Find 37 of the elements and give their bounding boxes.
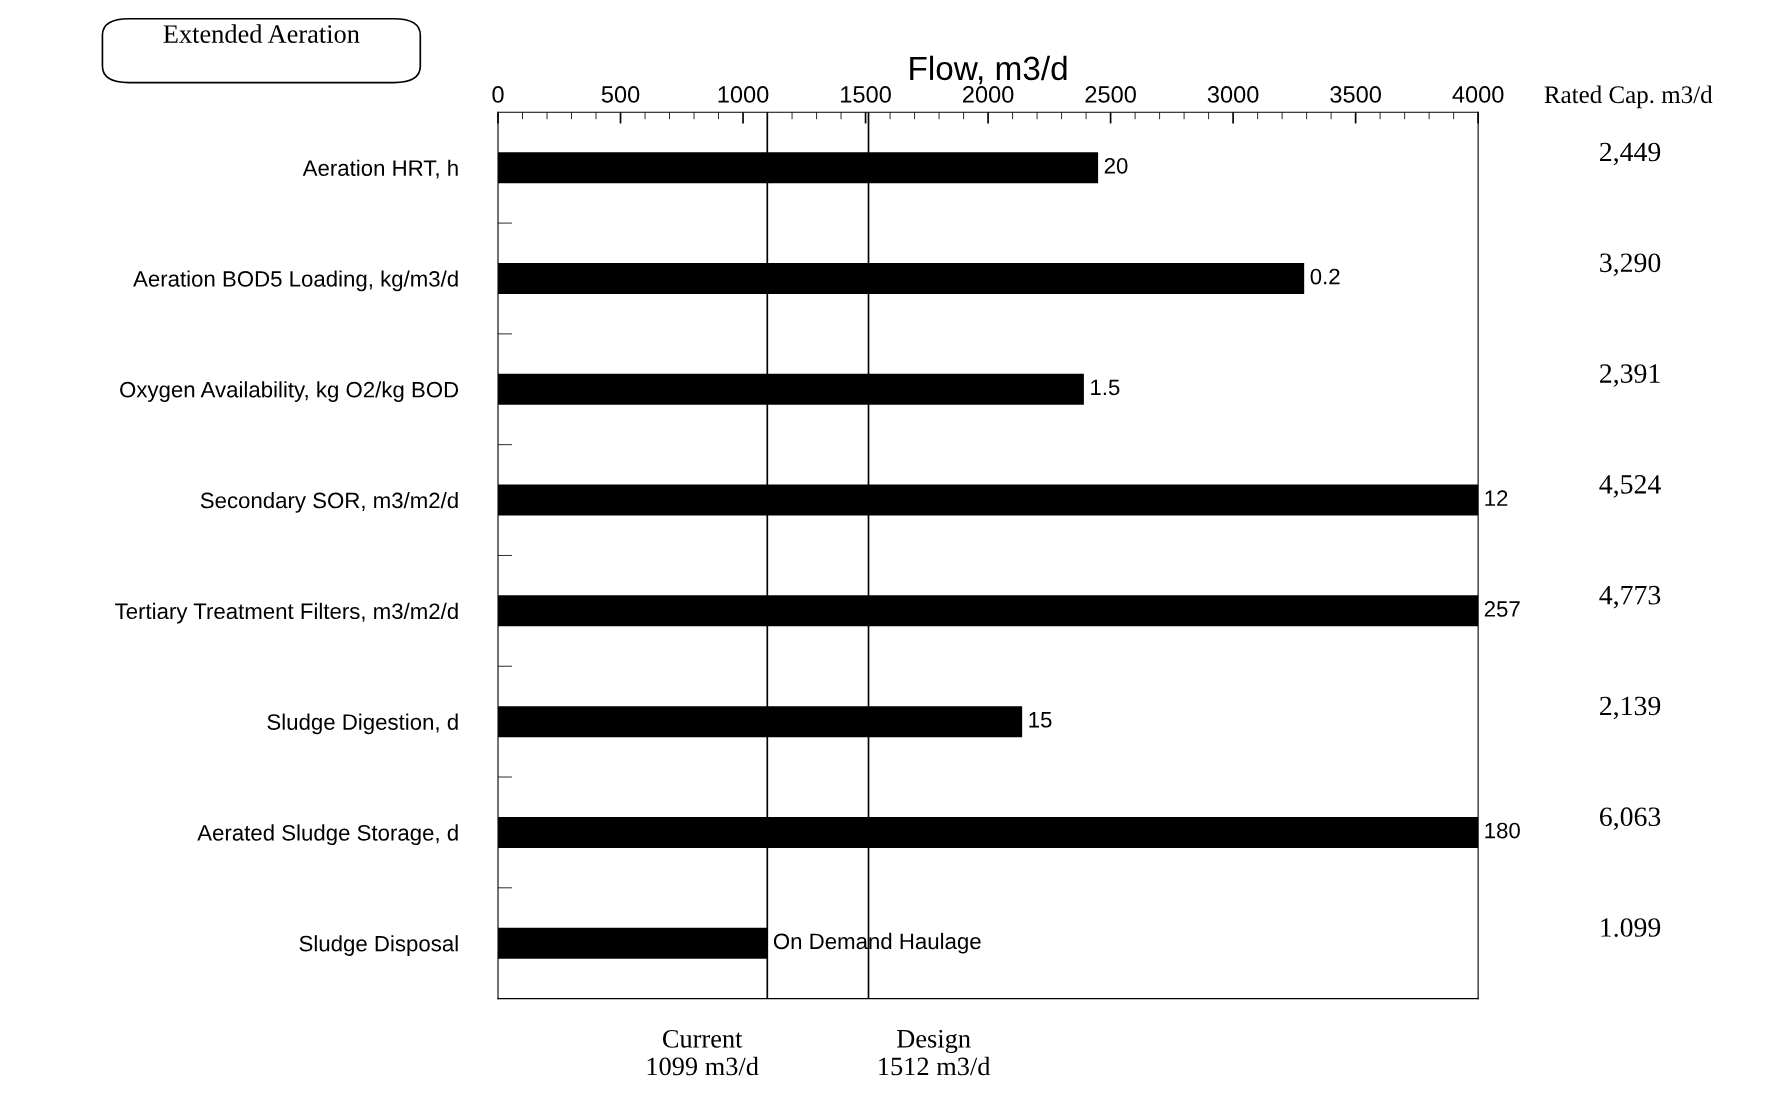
annotation: 0.2 [1310,268,1340,285]
ref-line-label: Design 1512 m3/d [879,1029,991,1076]
x-tick-label: 1500 [841,86,891,103]
text: 6,063 [1600,807,1661,831]
annotation: 20 [1104,157,1128,174]
text: 4,773 [1599,585,1661,609]
annotation: 257 [1484,601,1520,617]
text: 2,449 [1600,142,1661,166]
x-tick-label: 3500 [1330,86,1381,103]
x-axis-title: Flow, m3/d [910,55,1067,85]
text: Rated Cap. m3/d [1544,85,1713,109]
annotation: 180 [1485,822,1520,839]
y-tick-label: Tertiary Treatment Filters, m3/m2/d [115,602,458,624]
text: Extended Aeration [163,24,360,43]
y-tick-label: Sludge Disposal [299,935,458,956]
annotation: 12 [1485,490,1508,506]
x-tick-label: 0 [492,86,504,103]
x-tick-label: 4000 [1452,86,1504,103]
text: 2,139 [1600,696,1661,720]
y-tick-label: Aeration BOD5 Loading, kg/m3/d [133,270,458,292]
y-tick-label: Aeration HRT, h [302,159,458,179]
x-tick-label: 500 [601,86,640,103]
text: 2,391 [1600,364,1660,387]
text: 4,524 [1599,475,1661,498]
annotation: 1.5 [1091,379,1120,396]
x-tick-label: 2500 [1085,86,1136,103]
text: 1.099 [1601,918,1661,937]
ref-line-label: Current 1099 m3/d [647,1030,759,1076]
y-tick-label: Aerated Sludge Storage, d [197,824,458,846]
y-tick-label: Oxygen Availability, kg O2/kg BOD [120,381,459,402]
x-tick-label: 3000 [1207,86,1259,103]
x-tick-label: 2000 [963,86,1014,103]
annotation: 15 [1029,712,1052,728]
x-tick-label: 1000 [718,86,769,103]
text: 3,290 [1600,253,1661,277]
y-tick-label: Sludge Digestion, d [267,713,458,735]
y-tick-label: Secondary SOR, m3/m2/d [200,492,458,513]
